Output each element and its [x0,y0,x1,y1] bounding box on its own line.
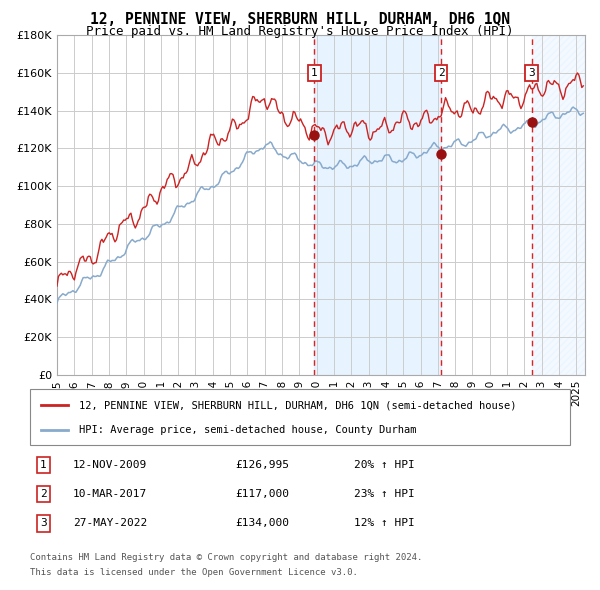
Text: £117,000: £117,000 [235,489,289,499]
Text: 1: 1 [311,68,318,78]
Text: £134,000: £134,000 [235,519,289,529]
Text: 20% ↑ HPI: 20% ↑ HPI [354,460,415,470]
Text: 12, PENNINE VIEW, SHERBURN HILL, DURHAM, DH6 1QN: 12, PENNINE VIEW, SHERBURN HILL, DURHAM,… [90,12,510,27]
Text: 1: 1 [40,460,47,470]
Text: HPI: Average price, semi-detached house, County Durham: HPI: Average price, semi-detached house,… [79,425,416,435]
Text: 12, PENNINE VIEW, SHERBURN HILL, DURHAM, DH6 1QN (semi-detached house): 12, PENNINE VIEW, SHERBURN HILL, DURHAM,… [79,400,516,410]
Text: Contains HM Land Registry data © Crown copyright and database right 2024.: Contains HM Land Registry data © Crown c… [30,553,422,562]
FancyBboxPatch shape [30,389,570,445]
Text: 10-MAR-2017: 10-MAR-2017 [73,489,148,499]
Text: 27-MAY-2022: 27-MAY-2022 [73,519,148,529]
Text: 12% ↑ HPI: 12% ↑ HPI [354,519,415,529]
Text: Price paid vs. HM Land Registry's House Price Index (HPI): Price paid vs. HM Land Registry's House … [86,25,514,38]
Bar [532,35,585,375]
Text: 2: 2 [40,489,47,499]
Text: 12-NOV-2009: 12-NOV-2009 [73,460,148,470]
Text: 3: 3 [528,68,535,78]
Text: 23% ↑ HPI: 23% ↑ HPI [354,489,415,499]
Text: £126,995: £126,995 [235,460,289,470]
Text: 2: 2 [438,68,445,78]
Text: This data is licensed under the Open Government Licence v3.0.: This data is licensed under the Open Gov… [30,568,358,576]
Text: 3: 3 [40,519,47,529]
Bar [314,35,441,375]
